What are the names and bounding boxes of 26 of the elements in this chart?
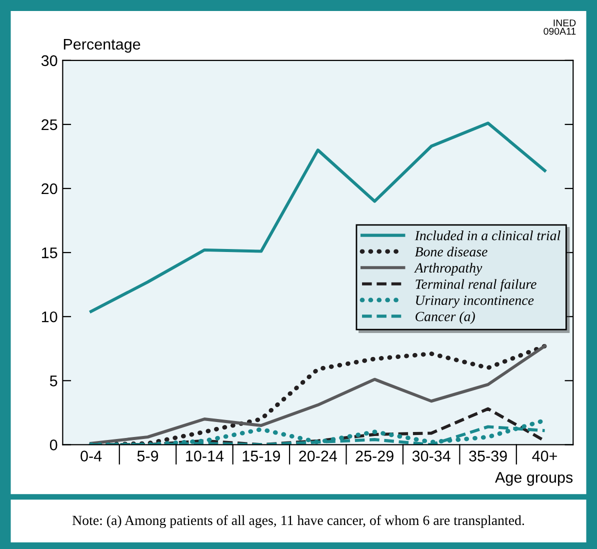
y-tick-label: 0 — [50, 440, 58, 450]
x-tick-label: 25-29 — [356, 450, 394, 462]
legend-label: Arthropathy — [414, 262, 482, 276]
x-tick-label: 40+ — [532, 450, 557, 462]
legend-label: Included in a clinical trial — [414, 230, 560, 240]
y-axis-title: Percentage — [64, 39, 140, 53]
legend-label: Cancer (a) — [416, 311, 475, 324]
legend-label: Bone disease — [414, 246, 488, 256]
x-tick-label: 35-39 — [469, 450, 507, 462]
x-axis-title: Age groups — [495, 472, 573, 486]
text: INED 090A11 — [544, 20, 576, 35]
legend-label: Terminal renal failure — [416, 278, 536, 292]
legend-label: Urinary incontinence — [416, 296, 534, 308]
x-tick-label: 30-34 — [412, 450, 450, 462]
x-tick-label: 0-4 — [80, 450, 102, 462]
y-tick-label: 30 — [41, 55, 58, 66]
text: Note: (a) Among patients of all ages, 11 have cancer, of whom 6 are transplanted. — [72, 515, 524, 528]
x-tick-label: 5-9 — [137, 450, 158, 462]
x-tick-label: 10-14 — [186, 450, 224, 462]
y-tick-label: 5 — [50, 376, 58, 386]
x-tick-label: 15-19 — [242, 450, 280, 462]
y-tick-label: 20 — [42, 183, 58, 194]
x-tick-label: 20-24 — [299, 450, 337, 462]
y-tick-label: 25 — [42, 119, 58, 130]
y-tick-label: 10 — [42, 311, 58, 322]
y-tick-label: 15 — [42, 248, 58, 258]
